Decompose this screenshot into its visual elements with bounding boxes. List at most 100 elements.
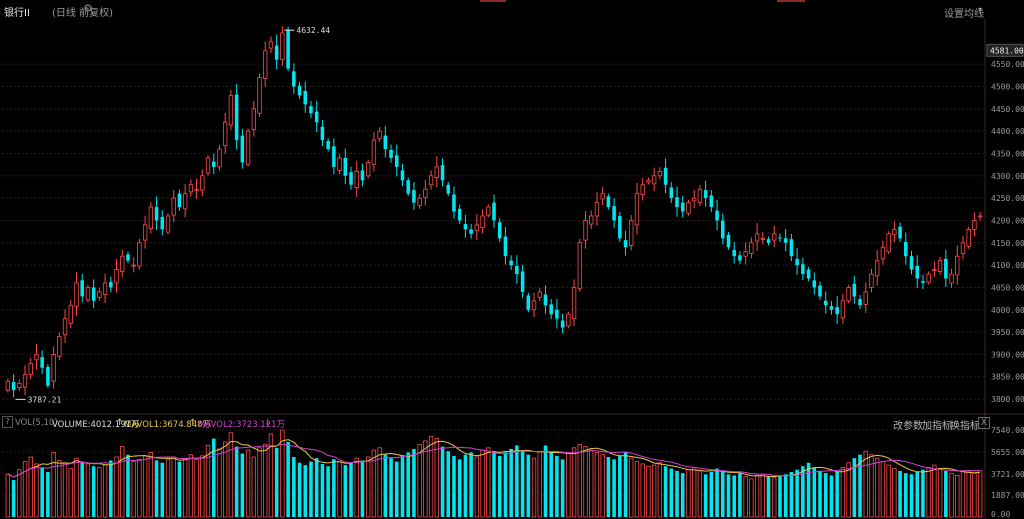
close-icon[interactable]: X [978,417,990,429]
vol-value: VOLUME:4012.191万 [52,420,140,430]
volume-bar [286,442,290,517]
y-tick-label: 4100.00 [991,261,1024,270]
candle-body [846,287,851,302]
candle-body [245,130,251,165]
candle-body [423,188,428,198]
candle-body [309,106,313,114]
volume-bar [297,462,302,517]
volume-bar [406,452,410,517]
candle-body [428,175,434,186]
volume-bar [600,454,605,518]
volume-bar [880,461,886,518]
chevron-down-icon[interactable]: ▾ [977,5,982,14]
y-tick-label: 4500.00 [991,83,1024,92]
candle-body [743,251,748,257]
candle-body [766,239,771,243]
candle-body [594,202,600,217]
volume-bar [846,462,851,518]
candle-body [571,287,577,320]
volume-bar [960,470,966,518]
candle-body [389,149,393,158]
candle-body [228,95,234,126]
candle-body [360,170,365,181]
volume-bar [612,459,616,517]
switch-indicator-button[interactable]: 换指标 [950,421,980,432]
candle-body [549,304,553,315]
candle-body [165,215,171,233]
candle-body [257,77,262,114]
volume-bar [886,464,891,518]
volume-bar [109,460,113,517]
volume-bar [423,440,428,518]
volume-bar [446,451,451,517]
volume-bar [583,446,588,518]
candle-body [531,300,537,311]
candle-body [623,240,628,248]
volume-bar [383,454,388,517]
candle-body [434,166,439,179]
volume-bar [400,455,405,517]
volume-bar [200,455,205,518]
help-icon[interactable]: ? [2,416,13,428]
vol-tick-label: 5655.00 [991,448,1024,457]
candle-body [543,294,548,306]
volume-bar [531,457,537,518]
candle-body [972,220,977,230]
candle-body [795,258,799,266]
volume-bar [812,467,817,517]
volume-bar [126,454,130,517]
candle-body [251,108,256,130]
volume-bar [589,449,594,518]
volume-bar [326,466,330,517]
volume-bar [5,473,11,518]
vol-tick-label: 7540.00 [991,426,1024,435]
y-tick-label: 3800.00 [991,395,1024,404]
volume-bar [114,456,119,518]
volume-bar [663,466,668,517]
candle-body [182,193,188,210]
volume-bar [715,468,719,517]
ma-settings-button[interactable]: 设置均线 [944,9,984,20]
volume-bar [709,472,714,517]
volume-bar [80,461,84,517]
add-indicator-button[interactable]: 加指标 [922,421,952,432]
volume-bar [944,470,948,517]
volume-bar [234,446,239,517]
candle-body [606,196,611,208]
volume-bar [263,443,268,518]
candle-body [697,188,703,204]
candle-body [126,254,130,261]
candle-body [863,291,868,305]
candle-body [292,71,296,87]
volume-bar [697,470,703,518]
volume-bar [686,469,691,518]
change-params-button[interactable]: 改参数 [893,421,923,432]
candle-body [131,264,136,267]
volume-bar [680,473,685,517]
volume-bar [188,454,194,518]
volume-bar [474,456,480,518]
volume-bar [251,456,256,518]
volume-bar [182,457,188,518]
volume-bar [915,472,920,517]
volume-bar [937,468,943,518]
candle-body [618,216,622,239]
volume-bar [74,457,79,518]
volume-bar [778,475,782,517]
gear-icon[interactable]: ⚙ [83,2,93,15]
candle-body [806,269,811,279]
volume-bar [171,456,176,518]
volume-bar [743,476,748,518]
candle-body [332,146,336,167]
volume-bar [869,454,874,518]
candle-body [509,260,513,266]
volume-bar [394,461,399,517]
volume-header: ? VOL(5,10) VOLUME:4012.191万 ↑ MAVOL1:36… [0,415,1024,432]
candle-body [314,111,319,123]
candle-body [577,242,582,289]
volume-bar [194,458,199,518]
candle-body [74,282,79,307]
candle-body [778,237,782,239]
candle-body [91,287,96,301]
